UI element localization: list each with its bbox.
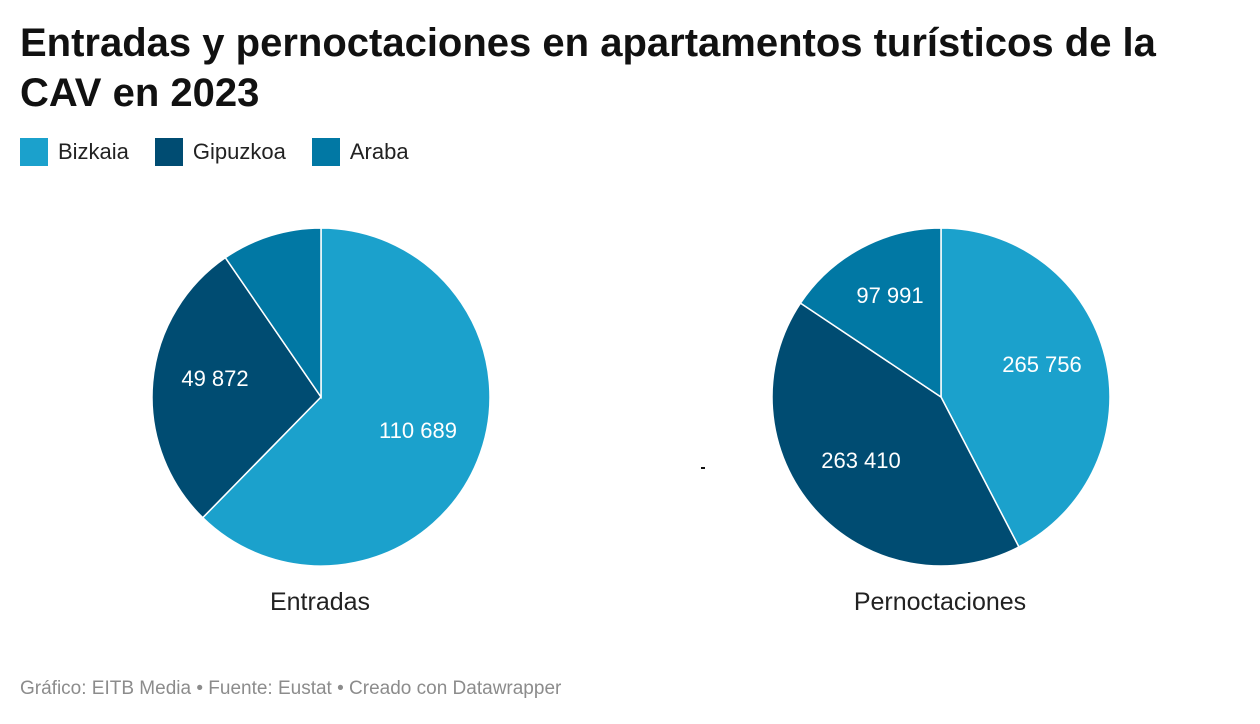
legend-item-araba: Araba [311,138,409,166]
pie-title: Pernoctaciones [854,588,1026,616]
legend-swatch-araba [311,138,340,166]
legend-item-bizkaia: Bizkaia [20,138,129,166]
slice-label-bizkaia: 265 756 [1002,352,1082,377]
legend-label-araba: Araba [349,139,409,164]
slice-label-araba: 97 991 [856,283,923,308]
pie-slice-araba [224,227,322,400]
legend-label-bizkaia: Bizkaia [58,139,129,164]
pie-slice-bizkaia [201,227,491,567]
legend-swatch-bizkaia [20,138,48,166]
pie-slice-araba [799,227,942,399]
slice-label-gipuzkoa: 263 410 [821,448,901,473]
pie-slice-gipuzkoa [771,302,1020,567]
pie-slice-gipuzkoa [151,256,322,519]
stray-dot [701,467,705,469]
legend-swatch-gipuzkoa [154,138,183,166]
chart-title: Entradas y pernoctaciones en apartamento… [20,21,1156,115]
legend-item-gipuzkoa: Gipuzkoa [154,138,286,166]
slice-label-bizkaia: 110 689 [379,418,457,443]
pie-slice-bizkaia [940,227,1111,548]
pie-title: Entradas [270,588,370,616]
slice-label-gipuzkoa: 49 872 [181,366,248,391]
pie-charts: 110 689 49 872 Entradas 265 756 263 410 97 99… [151,227,1111,616]
legend-label-gipuzkoa: Gipuzkoa [192,139,286,164]
chart-footer: Gráfico: EITB Media • Fuente: Eustat • C… [20,678,562,699]
legend: Bizkaia Gipuzkoa Araba [20,138,435,166]
